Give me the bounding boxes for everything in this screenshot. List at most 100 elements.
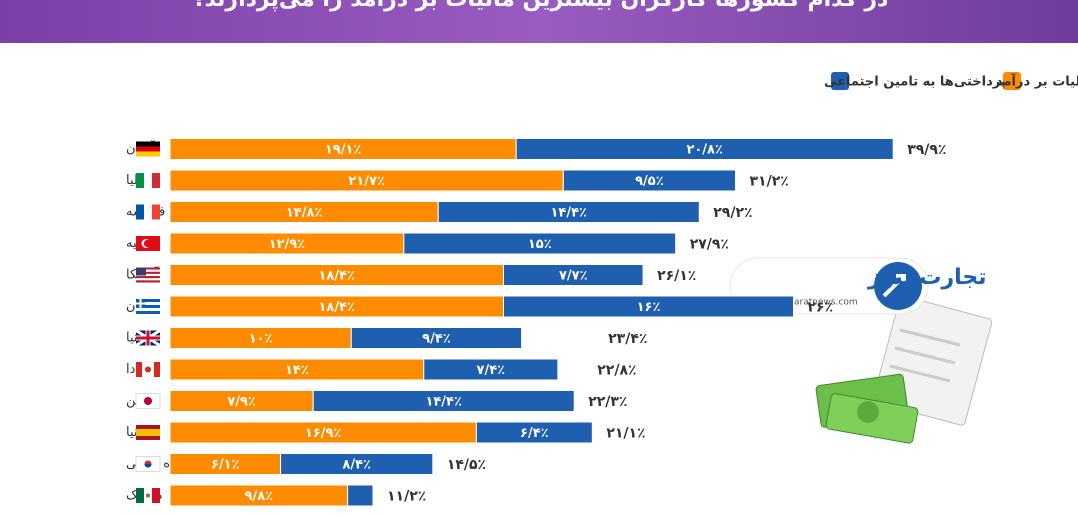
flag-part [144, 173, 152, 188]
flag-part [154, 362, 160, 377]
logo-url: www.tejaratnews.com [758, 298, 857, 308]
flag [136, 425, 160, 440]
value-label: ۲۱/۷٪ [348, 174, 385, 189]
flag-part [146, 493, 150, 498]
bar-segment [562, 169, 736, 192]
bar-segment [347, 484, 374, 507]
bar-segment [503, 264, 644, 286]
flag [136, 141, 160, 157]
bar-segment [423, 358, 559, 381]
flag-part [143, 239, 152, 248]
flag [136, 299, 160, 314]
bar-segment [403, 232, 677, 255]
bar-segment [475, 421, 593, 444]
bar-segment [437, 201, 700, 223]
flag [135, 329, 161, 347]
flag-part [136, 267, 160, 270]
value-label: ۹/۵٪ [635, 174, 664, 189]
value-label: ۱۴/۴٪ [425, 395, 462, 410]
bar-segment [515, 138, 894, 160]
total-label: ۲۱/۱٪ [606, 426, 645, 442]
value-label: ۶/۴٪ [520, 426, 549, 441]
value-label: ۱۶/۹٪ [305, 426, 342, 441]
value-label: ۹/۴٪ [422, 332, 451, 347]
total-label: ۲۷/۹٪ [690, 237, 729, 253]
flag [136, 362, 160, 377]
total-label: ۳۹/۹٪ [907, 142, 946, 158]
value-label: ۱۶٪ [637, 300, 661, 315]
value-label: ۱۹/۱٪ [325, 143, 362, 158]
flag [135, 456, 161, 472]
flag-part [136, 299, 160, 302]
total-label: ۲۶٪ [808, 300, 834, 316]
flag-part [144, 397, 152, 405]
total-label: ۳۱/۲٪ [750, 174, 789, 190]
flag-part [136, 278, 160, 281]
flag-part [136, 302, 160, 305]
header-band [0, 0, 1078, 43]
flag-part [136, 429, 160, 436]
value-label: ۸/۴٪ [342, 458, 371, 473]
bar-segment [312, 390, 575, 412]
value-label: ۹/۸٪ [245, 489, 274, 504]
bar-segment [350, 327, 523, 349]
legend-label: مالیات بر درآمد [996, 73, 1078, 90]
total-label: ۲۳/۴٪ [608, 331, 647, 347]
flag-part [152, 488, 160, 503]
flag [136, 236, 160, 251]
flag [136, 267, 160, 283]
flag-part [136, 302, 145, 305]
value-label: ۶/۱٪ [211, 458, 240, 473]
flag-part [136, 271, 160, 274]
flag-part [136, 204, 144, 220]
total-label: ۲۲/۳٪ [588, 394, 627, 410]
flag-part [136, 336, 160, 340]
flag-part [152, 173, 160, 188]
flag [136, 173, 160, 188]
flag [136, 488, 160, 503]
value-label: ۱۲/۹٪ [269, 237, 306, 252]
flag-part [152, 204, 160, 220]
value-label: ۱۵٪ [528, 237, 552, 252]
bar-segment [280, 453, 434, 475]
flag-part [145, 366, 151, 373]
chart-title: در کدام کشورها کارگران بیشترین مالیات بر… [192, 0, 889, 12]
legend-swatch [1003, 72, 1021, 90]
flag-part [136, 173, 144, 188]
flag-part [136, 151, 160, 157]
total-label: ۱۱/۲٪ [387, 489, 426, 505]
flag [136, 204, 160, 220]
flag-part [136, 146, 160, 152]
value-label: ۱۸/۴٪ [319, 300, 356, 315]
bar-segment [503, 295, 794, 318]
value-label: ۲۰/۸٪ [686, 143, 723, 158]
value-label: ۱۴٪ [285, 363, 309, 378]
flag-part [136, 280, 160, 283]
total-label: ۲۹/۲٪ [713, 205, 752, 221]
flag-part [136, 488, 144, 503]
value-label: ۱۴/۴٪ [551, 206, 588, 221]
flag-part [136, 308, 160, 311]
total-label: ۱۴/۵٪ [447, 457, 486, 473]
flag-part [136, 305, 160, 308]
total-label: ۲۲/۸٪ [597, 363, 636, 379]
illustration [815, 295, 993, 444]
flag-part [136, 276, 160, 279]
flag-part [136, 362, 142, 377]
value-label: ۷/۷٪ [559, 269, 588, 284]
value-label: ۱۴/۸٪ [286, 206, 323, 221]
flag-part [136, 311, 160, 314]
flag [135, 393, 161, 409]
value-label: ۷/۴٪ [477, 363, 506, 378]
legend-label: پرداختی‌ها به تامین اجتماعی [824, 75, 1006, 90]
value-label: ۱۸/۴٪ [319, 269, 356, 284]
legend-swatch [831, 72, 849, 90]
value-label: ۷/۹٪ [227, 395, 256, 410]
total-label: ۲۶/۱٪ [657, 268, 696, 284]
flag-part [144, 464, 152, 468]
flag-part [136, 269, 160, 272]
flag-part [136, 273, 160, 277]
value-label: ۱۰٪ [249, 332, 273, 347]
